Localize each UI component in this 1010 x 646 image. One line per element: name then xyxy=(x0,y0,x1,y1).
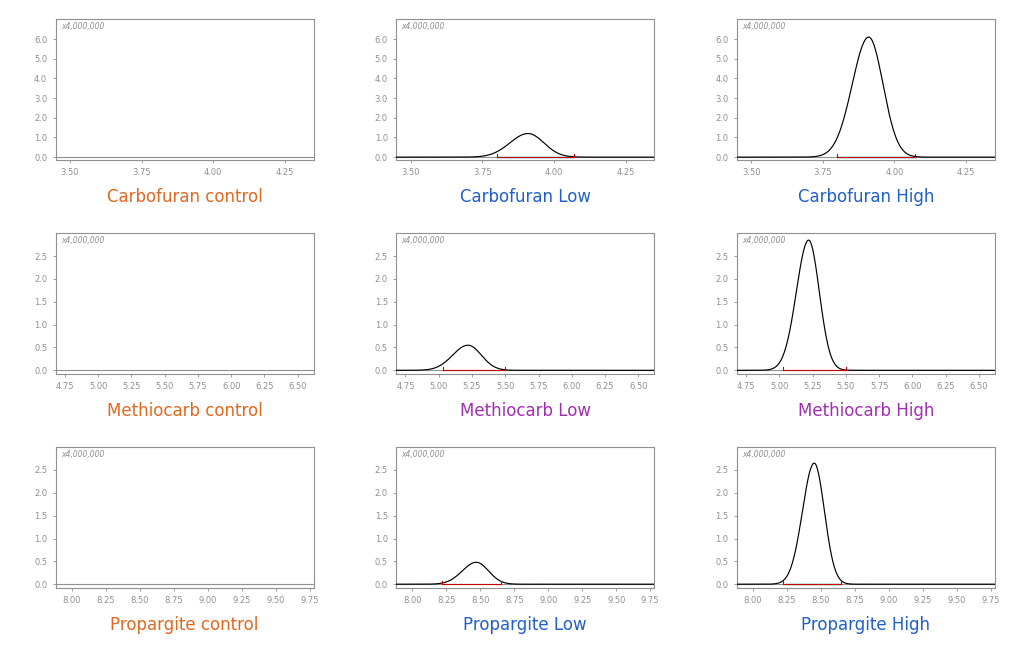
Text: Methiocarb Low: Methiocarb Low xyxy=(460,402,591,420)
Text: Propargite High: Propargite High xyxy=(801,616,930,634)
Text: x4,000,000: x4,000,000 xyxy=(401,236,444,245)
Text: x4,000,000: x4,000,000 xyxy=(61,450,104,459)
Text: x4,000,000: x4,000,000 xyxy=(61,22,104,31)
Text: Propargite Low: Propargite Low xyxy=(464,616,587,634)
Text: x4,000,000: x4,000,000 xyxy=(742,22,786,31)
Text: Methiocarb control: Methiocarb control xyxy=(107,402,263,420)
Text: Methiocarb High: Methiocarb High xyxy=(798,402,934,420)
Text: Propargite control: Propargite control xyxy=(110,616,259,634)
Text: x4,000,000: x4,000,000 xyxy=(61,236,104,245)
Text: x4,000,000: x4,000,000 xyxy=(742,236,786,245)
Text: Carbofuran High: Carbofuran High xyxy=(798,188,934,206)
Text: x4,000,000: x4,000,000 xyxy=(401,450,444,459)
Text: Carbofuran control: Carbofuran control xyxy=(107,188,263,206)
Text: Carbofuran Low: Carbofuran Low xyxy=(460,188,591,206)
Text: x4,000,000: x4,000,000 xyxy=(401,22,444,31)
Text: x4,000,000: x4,000,000 xyxy=(742,450,786,459)
